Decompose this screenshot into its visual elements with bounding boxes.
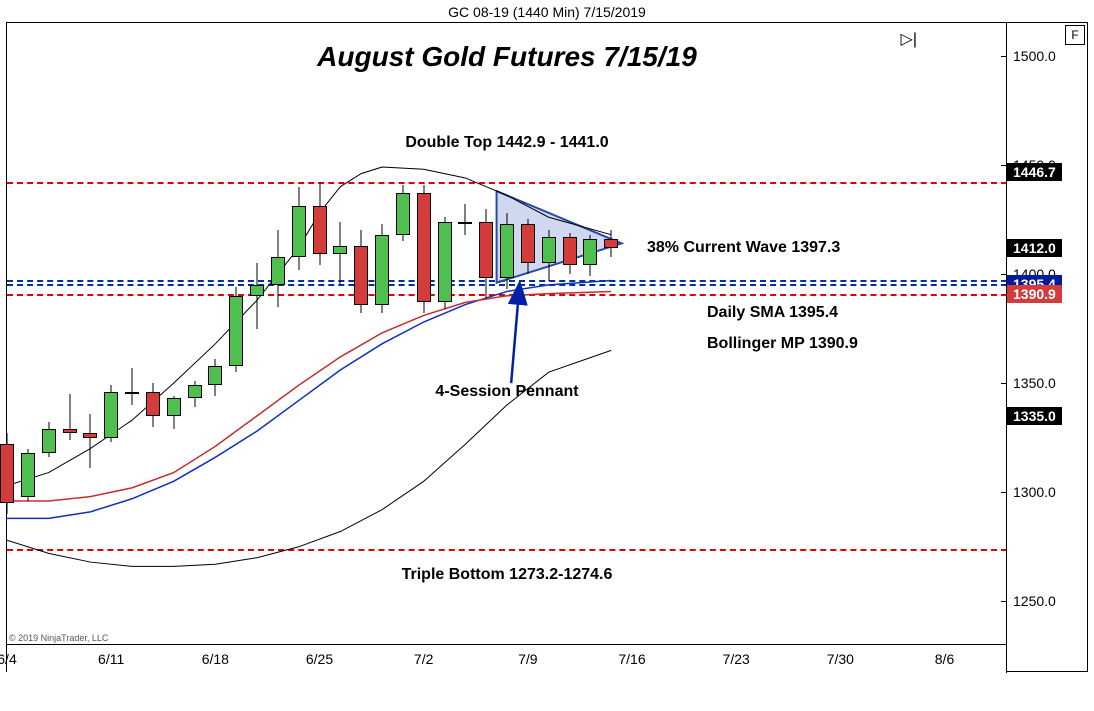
chart-annotation: Bollinger MP 1390.9 — [707, 335, 858, 353]
candle-body[interactable] — [604, 239, 618, 248]
candle-body[interactable] — [542, 237, 556, 263]
candle-body[interactable] — [146, 392, 160, 416]
price-tag: 1412.0 — [1007, 239, 1062, 257]
y-tick — [1001, 492, 1007, 493]
horizontal-level-line — [7, 294, 1007, 296]
candle-wick — [257, 263, 258, 328]
candle-body[interactable] — [63, 429, 77, 433]
x-axis-label: 7/23 — [723, 651, 750, 667]
horizontal-level-line — [7, 182, 1007, 184]
horizontal-level-line — [7, 549, 1007, 551]
annotation-arrow — [511, 285, 519, 383]
pennant-shape — [497, 191, 622, 283]
indicator-line-upper-bb — [7, 167, 611, 486]
y-axis-label: 1350.0 — [1013, 375, 1056, 391]
x-axis-label: 7/30 — [827, 651, 854, 667]
price-tag: 1446.7 — [1007, 163, 1062, 181]
candle-wick — [90, 414, 91, 469]
chart-annotation: 38% Current Wave 1397.3 — [647, 239, 840, 257]
y-axis-label: 1500.0 — [1013, 48, 1056, 64]
candle-body[interactable] — [396, 193, 410, 234]
candle-body[interactable] — [125, 392, 139, 394]
candle-body[interactable] — [417, 193, 431, 302]
x-axis-label: 6/18 — [202, 651, 229, 667]
x-axis-label: 7/16 — [618, 651, 645, 667]
x-axis-label: 8/6 — [935, 651, 954, 667]
corner-indicator: F — [1065, 25, 1085, 45]
candle-body[interactable] — [313, 206, 327, 254]
candle-body[interactable] — [250, 285, 264, 296]
x-axis-label: 7/9 — [518, 651, 537, 667]
y-axis: F 1250.01300.01350.01400.01450.01500.014… — [1006, 23, 1087, 673]
chart-annotation: Triple Bottom 1273.2-1274.6 — [402, 566, 613, 584]
x-axis-label: 7/2 — [414, 651, 433, 667]
chart-annotation: Daily SMA 1395.4 — [707, 304, 838, 322]
chart-title: August Gold Futures 7/15/19 — [7, 41, 1007, 73]
chart-frame: August Gold Futures 7/15/19 Double Top 1… — [6, 22, 1088, 672]
candle-body[interactable] — [438, 222, 452, 303]
x-axis: 6/46/116/186/257/27/97/167/237/308/6 — [7, 644, 1007, 673]
skip-end-icon[interactable]: ▷| — [901, 29, 917, 49]
candle-body[interactable] — [479, 222, 493, 279]
candle-body[interactable] — [354, 246, 368, 305]
candle-body[interactable] — [563, 237, 577, 265]
y-axis-label: 1250.0 — [1013, 593, 1056, 609]
copyright-text: © 2019 NinjaTrader, LLC — [9, 633, 108, 643]
candle-body[interactable] — [292, 206, 306, 256]
candle-body[interactable] — [83, 433, 97, 437]
chart-annotation: 4-Session Pennant — [435, 383, 578, 401]
price-tag: 1335.0 — [1007, 407, 1062, 425]
candle-body[interactable] — [167, 398, 181, 415]
chart-header: GC 08-19 (1440 Min) 7/15/2019 — [0, 0, 1094, 20]
y-tick — [1001, 383, 1007, 384]
plot-area[interactable]: August Gold Futures 7/15/19 Double Top 1… — [7, 23, 1007, 673]
y-tick — [1001, 601, 1007, 602]
candle-wick — [465, 204, 466, 235]
x-axis-label: 6/4 — [0, 651, 17, 667]
candle-body[interactable] — [21, 453, 35, 497]
candle-body[interactable] — [104, 392, 118, 438]
candle-body[interactable] — [208, 366, 222, 386]
candle-body[interactable] — [188, 385, 202, 398]
y-tick — [1001, 56, 1007, 57]
candle-body[interactable] — [458, 222, 472, 224]
candle-body[interactable] — [0, 444, 14, 503]
candle-body[interactable] — [229, 296, 243, 366]
candle-body[interactable] — [42, 429, 56, 453]
candle-body[interactable] — [375, 235, 389, 305]
candle-body[interactable] — [500, 224, 514, 279]
candle-body[interactable] — [271, 257, 285, 285]
x-axis-label: 6/11 — [98, 651, 124, 667]
candle-body[interactable] — [521, 224, 535, 263]
candle-body[interactable] — [583, 239, 597, 265]
y-axis-label: 1300.0 — [1013, 484, 1056, 500]
candle-body[interactable] — [333, 246, 347, 255]
candle-wick — [132, 368, 133, 405]
price-tag: 1390.9 — [1007, 285, 1062, 303]
chart-annotation: Double Top 1442.9 - 1441.0 — [405, 134, 608, 152]
x-axis-label: 6/25 — [306, 651, 333, 667]
